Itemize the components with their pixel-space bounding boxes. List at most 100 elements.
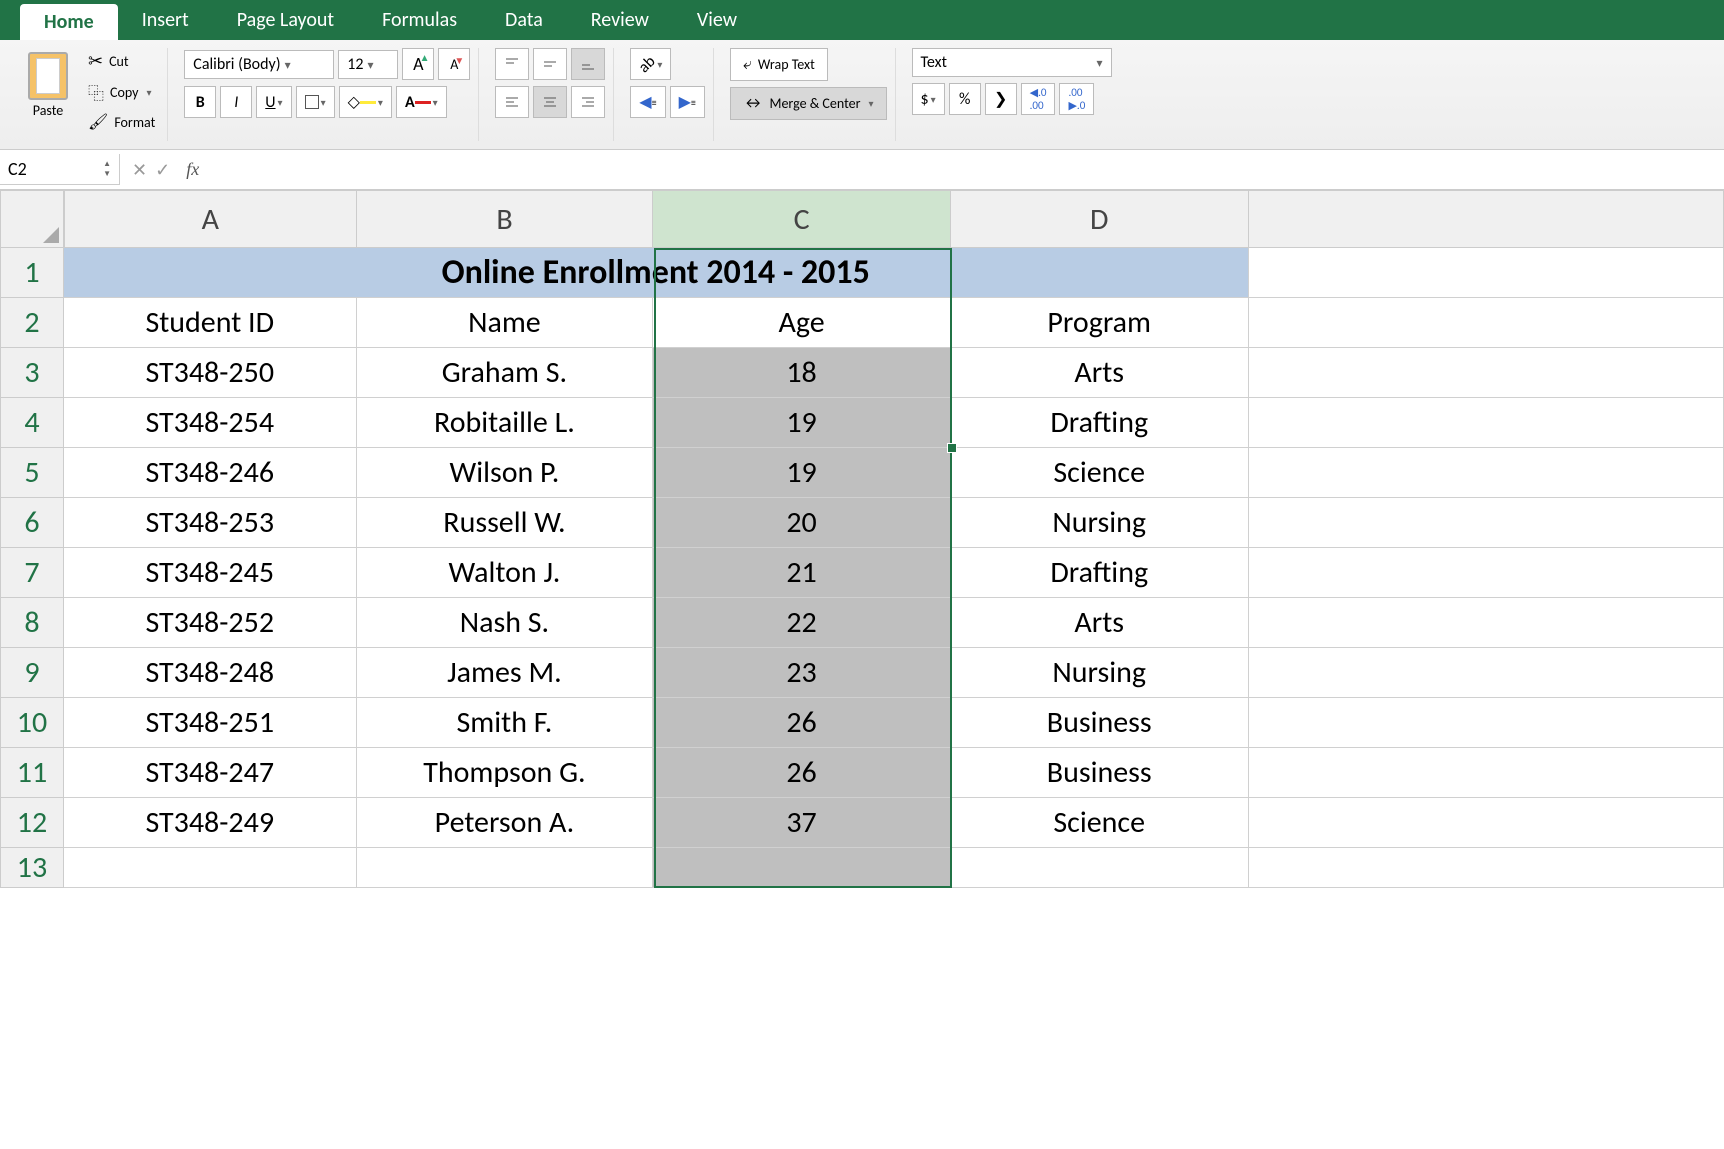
- row-header[interactable]: 9: [0, 648, 64, 698]
- data-cell[interactable]: ST348-247: [64, 748, 357, 798]
- data-cell[interactable]: ST348-246: [64, 448, 357, 498]
- tab-review[interactable]: Review: [567, 0, 673, 40]
- data-cell[interactable]: ST348-248: [64, 648, 357, 698]
- title-cell[interactable]: Online Enrollment 2014 - 2015: [64, 248, 1249, 298]
- col-header-d[interactable]: D: [951, 190, 1249, 248]
- data-cell[interactable]: 26: [653, 698, 951, 748]
- cell[interactable]: [1249, 548, 1724, 598]
- data-cell[interactable]: Thompson G.: [357, 748, 654, 798]
- cell[interactable]: [1249, 298, 1724, 348]
- data-cell[interactable]: Walton J.: [357, 548, 654, 598]
- data-cell[interactable]: ST348-250: [64, 348, 357, 398]
- currency-button[interactable]: $▾: [912, 83, 945, 115]
- cell[interactable]: [951, 848, 1249, 888]
- cell[interactable]: [1249, 648, 1724, 698]
- paste-button[interactable]: Paste: [20, 48, 76, 141]
- data-cell[interactable]: Robitaille L.: [357, 398, 654, 448]
- data-cell[interactable]: Arts: [951, 598, 1249, 648]
- data-cell[interactable]: 37: [653, 798, 951, 848]
- tab-view[interactable]: View: [673, 0, 761, 40]
- data-cell[interactable]: James M.: [357, 648, 654, 698]
- data-cell[interactable]: 23: [653, 648, 951, 698]
- wrap-text-button[interactable]: ⤶Wrap Text: [730, 48, 828, 81]
- borders-button[interactable]: ▾: [296, 86, 335, 118]
- col-header-e[interactable]: [1249, 190, 1724, 248]
- percent-button[interactable]: %: [949, 83, 981, 115]
- align-middle-button[interactable]: [533, 48, 567, 80]
- data-cell[interactable]: Drafting: [951, 548, 1249, 598]
- format-painter-button[interactable]: Format: [84, 110, 159, 134]
- tab-insert[interactable]: Insert: [118, 0, 213, 40]
- row-header[interactable]: 13: [0, 848, 64, 888]
- align-bottom-button[interactable]: [571, 48, 605, 80]
- data-cell[interactable]: 19: [653, 398, 951, 448]
- header-cell[interactable]: Name: [357, 298, 654, 348]
- data-cell[interactable]: ST348-245: [64, 548, 357, 598]
- font-name-select[interactable]: Calibri (Body): [184, 50, 334, 79]
- header-cell[interactable]: Student ID: [64, 298, 357, 348]
- row-header[interactable]: 10: [0, 698, 64, 748]
- data-cell[interactable]: Graham S.: [357, 348, 654, 398]
- data-cell[interactable]: ST348-249: [64, 798, 357, 848]
- number-format-select[interactable]: Text: [912, 48, 1112, 77]
- data-cell[interactable]: 21: [653, 548, 951, 598]
- cell[interactable]: [1249, 748, 1724, 798]
- data-cell[interactable]: 19: [653, 448, 951, 498]
- col-header-c[interactable]: C: [653, 190, 951, 248]
- data-cell[interactable]: ST348-253: [64, 498, 357, 548]
- cancel-formula-icon[interactable]: ✕: [132, 159, 147, 181]
- italic-button[interactable]: I: [220, 86, 252, 118]
- underline-button[interactable]: U▾: [256, 86, 291, 118]
- tab-home[interactable]: Home: [20, 4, 118, 40]
- header-cell[interactable]: Program: [951, 298, 1249, 348]
- data-cell[interactable]: Science: [951, 798, 1249, 848]
- cell[interactable]: [1249, 798, 1724, 848]
- bold-button[interactable]: B: [184, 86, 216, 118]
- cell[interactable]: [1249, 698, 1724, 748]
- row-header[interactable]: 12: [0, 798, 64, 848]
- merge-center-button[interactable]: ↔Merge & Center▾: [730, 87, 887, 120]
- row-header[interactable]: 11: [0, 748, 64, 798]
- data-cell[interactable]: 22: [653, 598, 951, 648]
- tab-page-layout[interactable]: Page Layout: [213, 0, 358, 40]
- decrease-decimal-button[interactable]: .00▶.0: [1059, 83, 1094, 115]
- font-size-select[interactable]: 12: [338, 50, 398, 79]
- align-top-button[interactable]: [495, 48, 529, 80]
- row-header[interactable]: 2: [0, 298, 64, 348]
- copy-button[interactable]: Copy▾: [84, 78, 159, 106]
- data-cell[interactable]: Nursing: [951, 498, 1249, 548]
- align-right-button[interactable]: [571, 86, 605, 118]
- comma-button[interactable]: ❯: [985, 83, 1017, 115]
- data-cell[interactable]: Peterson A.: [357, 798, 654, 848]
- cut-button[interactable]: Cut: [84, 48, 159, 74]
- row-header[interactable]: 8: [0, 598, 64, 648]
- name-box[interactable]: C2 ▲▼: [0, 154, 120, 185]
- cell[interactable]: [1249, 498, 1724, 548]
- data-cell[interactable]: Smith F.: [357, 698, 654, 748]
- header-cell[interactable]: Age: [653, 298, 951, 348]
- align-center-button[interactable]: [533, 86, 567, 118]
- data-cell[interactable]: Business: [951, 698, 1249, 748]
- cell[interactable]: [1249, 598, 1724, 648]
- fill-color-button[interactable]: ◇▾: [339, 86, 392, 118]
- tab-data[interactable]: Data: [481, 0, 567, 40]
- orientation-button[interactable]: ab▾: [630, 48, 671, 80]
- tab-formulas[interactable]: Formulas: [358, 0, 481, 40]
- data-cell[interactable]: 18: [653, 348, 951, 398]
- data-cell[interactable]: Nash S.: [357, 598, 654, 648]
- cell[interactable]: [1249, 448, 1724, 498]
- cell[interactable]: [1249, 348, 1724, 398]
- row-header[interactable]: 3: [0, 348, 64, 398]
- row-header[interactable]: 4: [0, 398, 64, 448]
- data-cell[interactable]: ST348-252: [64, 598, 357, 648]
- increase-font-button[interactable]: A▲: [402, 48, 434, 80]
- align-left-button[interactable]: [495, 86, 529, 118]
- cell[interactable]: [64, 848, 357, 888]
- row-header[interactable]: 6: [0, 498, 64, 548]
- cell[interactable]: [1249, 848, 1724, 888]
- formula-input[interactable]: [211, 150, 1724, 189]
- increase-decimal-button[interactable]: ◀.0.00: [1021, 83, 1056, 115]
- selection-handle[interactable]: [947, 443, 957, 453]
- data-cell[interactable]: Drafting: [951, 398, 1249, 448]
- data-cell[interactable]: 26: [653, 748, 951, 798]
